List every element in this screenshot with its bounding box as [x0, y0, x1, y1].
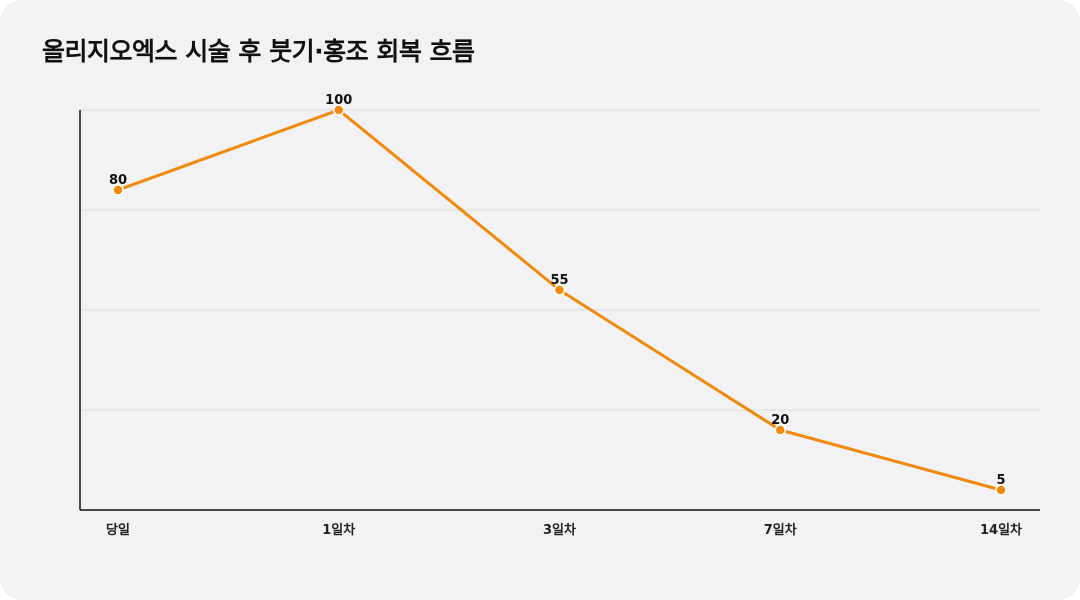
- data-point: [774, 424, 786, 436]
- data-label: 5: [996, 473, 1005, 488]
- series-line: [116, 108, 1003, 492]
- x-tick-label: 1일차: [322, 522, 355, 538]
- x-tick-label: 3일차: [543, 522, 576, 538]
- data-point: [995, 484, 1007, 496]
- data-point: [553, 284, 566, 296]
- gridlines: [80, 109, 1040, 411]
- data-point: [112, 184, 124, 196]
- chart-title: 올리지오엑스 시술 후 붓기·홍조 회복 흐름: [42, 37, 475, 66]
- axes: [79, 110, 1040, 511]
- data-label: 20: [771, 413, 789, 428]
- x-tick-label: 14일차: [980, 522, 1022, 538]
- data-label: 80: [109, 173, 127, 188]
- data-label: 100: [325, 93, 352, 108]
- data-label: 55: [550, 273, 568, 288]
- series-group: 80 100 55 20 5: [109, 93, 1007, 496]
- x-tick-label: 7일차: [764, 522, 797, 538]
- data-point: [333, 104, 345, 116]
- x-tick-labels: 당일 1일차 3일차 7일차 14일차: [106, 522, 1022, 538]
- x-tick-label: 당일: [106, 522, 130, 538]
